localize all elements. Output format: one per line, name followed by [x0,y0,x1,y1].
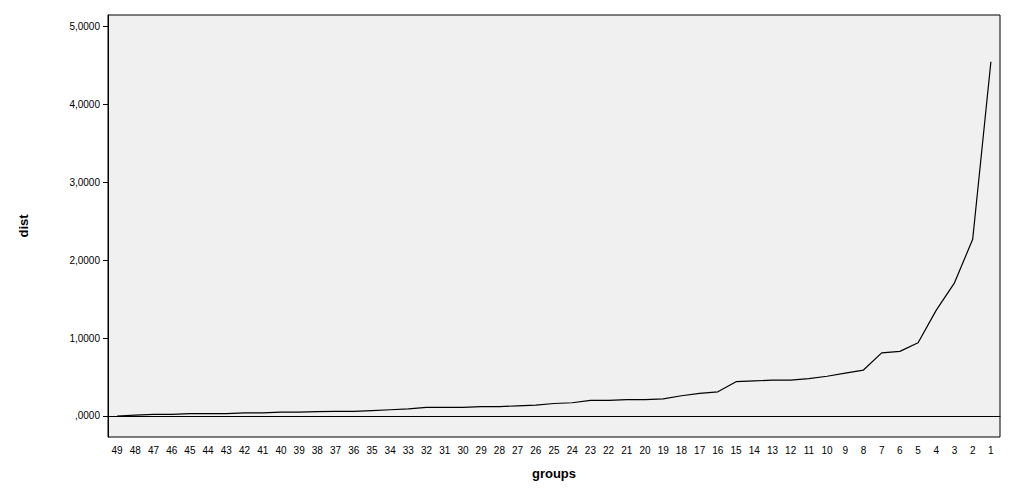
svg-text:36: 36 [348,445,360,456]
svg-text:18: 18 [676,445,688,456]
svg-text:1,0000: 1,0000 [69,333,100,344]
svg-text:3: 3 [952,445,958,456]
svg-text:34: 34 [385,445,397,456]
svg-text:8: 8 [861,445,867,456]
svg-text:42: 42 [239,445,251,456]
svg-text:3,0000: 3,0000 [69,177,100,188]
svg-text:32: 32 [421,445,433,456]
svg-text:14: 14 [749,445,761,456]
svg-text:31: 31 [439,445,451,456]
svg-text:12: 12 [785,445,797,456]
svg-text:13: 13 [767,445,779,456]
svg-text:47: 47 [148,445,160,456]
svg-text:6: 6 [897,445,903,456]
svg-text:28: 28 [494,445,506,456]
svg-text:,0000: ,0000 [75,410,100,421]
svg-text:40: 40 [275,445,287,456]
svg-text:17: 17 [694,445,706,456]
svg-text:11: 11 [804,445,815,456]
svg-text:2,0000: 2,0000 [69,255,100,266]
svg-text:22: 22 [603,445,615,456]
svg-text:35: 35 [366,445,378,456]
svg-text:9: 9 [842,445,848,456]
svg-text:groups: groups [532,466,576,481]
svg-text:5: 5 [915,445,921,456]
svg-text:48: 48 [130,445,142,456]
svg-text:37: 37 [330,445,342,456]
svg-text:2: 2 [970,445,976,456]
svg-text:19: 19 [658,445,670,456]
svg-text:20: 20 [639,445,651,456]
svg-text:dist: dist [16,214,31,238]
svg-text:39: 39 [294,445,306,456]
svg-text:25: 25 [548,445,560,456]
svg-text:29: 29 [476,445,488,456]
svg-text:16: 16 [712,445,724,456]
svg-text:33: 33 [403,445,415,456]
svg-text:27: 27 [512,445,524,456]
svg-text:45: 45 [184,445,196,456]
svg-text:49: 49 [112,445,124,456]
svg-text:43: 43 [221,445,233,456]
svg-text:5,0000: 5,0000 [69,21,100,32]
svg-text:41: 41 [257,445,269,456]
svg-text:46: 46 [166,445,178,456]
svg-text:26: 26 [530,445,542,456]
svg-text:21: 21 [621,445,633,456]
svg-text:24: 24 [567,445,579,456]
svg-text:44: 44 [203,445,215,456]
svg-text:23: 23 [585,445,597,456]
svg-text:7: 7 [879,445,885,456]
svg-text:10: 10 [821,445,833,456]
svg-text:38: 38 [312,445,324,456]
svg-text:15: 15 [730,445,742,456]
svg-text:4: 4 [934,445,940,456]
svg-text:30: 30 [457,445,469,456]
svg-text:4,0000: 4,0000 [69,99,100,110]
svg-text:1: 1 [988,445,994,456]
